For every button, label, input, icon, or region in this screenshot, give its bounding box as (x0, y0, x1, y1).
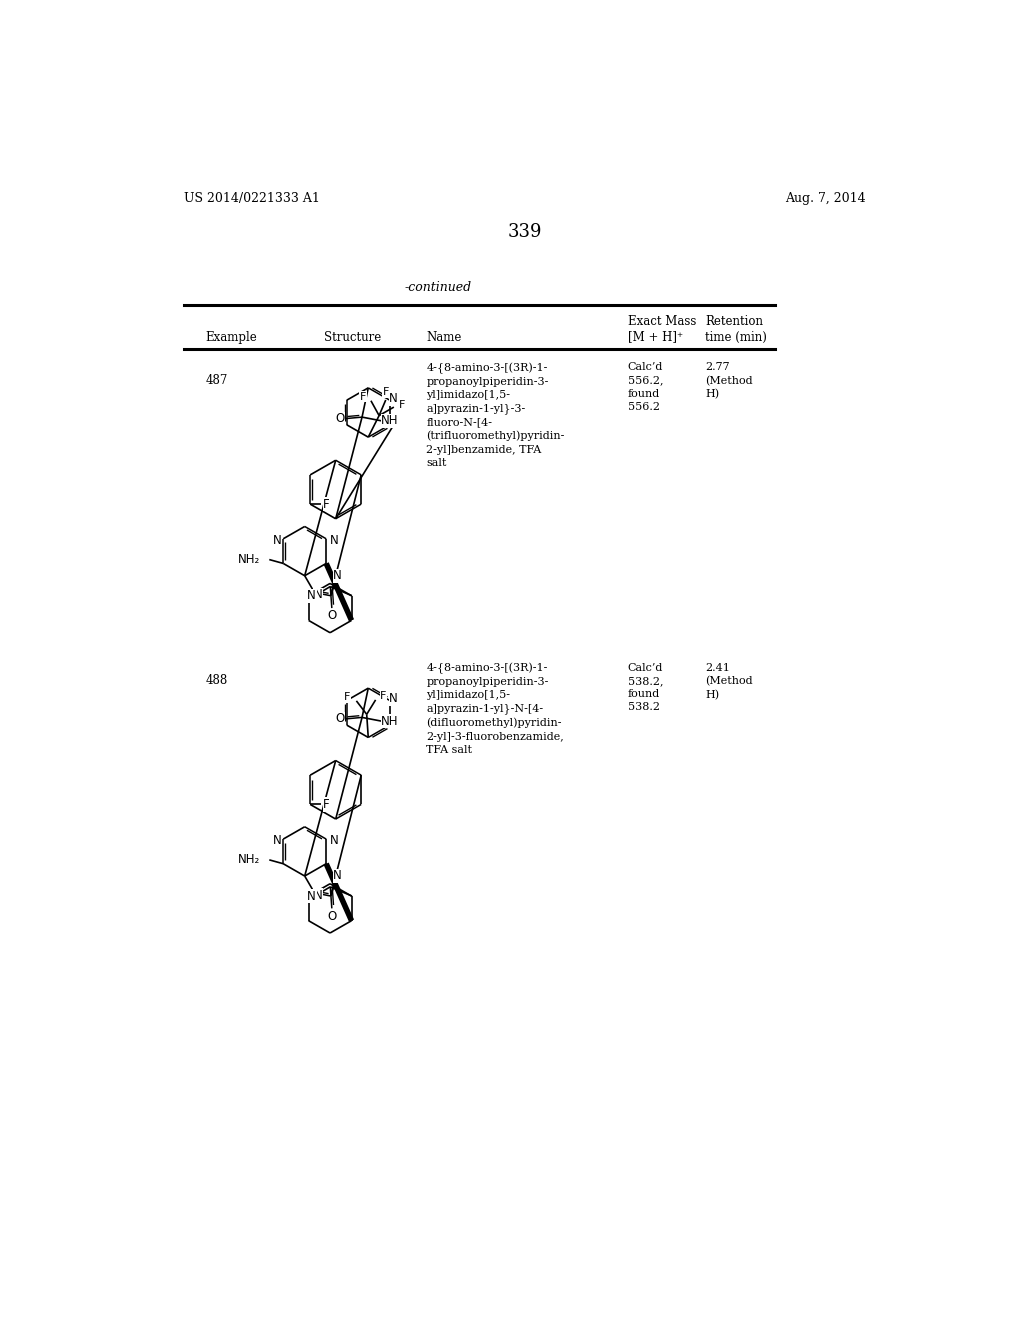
Text: F: F (398, 400, 404, 409)
Text: NH₂: NH₂ (238, 853, 260, 866)
Text: Calc’d
538.2,
found
538.2: Calc’d 538.2, found 538.2 (628, 663, 664, 713)
Text: N: N (333, 870, 342, 882)
Text: N: N (333, 569, 342, 582)
Text: Structure: Structure (325, 330, 381, 343)
Text: N: N (314, 589, 323, 602)
Text: Example: Example (206, 330, 257, 343)
Text: US 2014/0221333 A1: US 2014/0221333 A1 (183, 191, 319, 205)
Text: NH₂: NH₂ (238, 553, 260, 566)
Text: N: N (330, 834, 339, 847)
Text: N: N (389, 693, 398, 705)
Text: F: F (383, 387, 389, 397)
Text: N: N (330, 533, 339, 546)
Text: N: N (389, 392, 398, 405)
Text: F: F (380, 692, 386, 701)
Text: Retention: Retention (706, 315, 763, 329)
Text: NH: NH (381, 714, 398, 727)
Text: Name: Name (426, 330, 462, 343)
Text: 339: 339 (508, 223, 542, 240)
Text: N: N (314, 888, 323, 902)
Text: F: F (360, 392, 367, 401)
Text: 4-{8-amino-3-[(3R)-1-
propanoylpiperidin-3-
yl]imidazo[1,5-
a]pyrazin-1-yl}-3-
f: 4-{8-amino-3-[(3R)-1- propanoylpiperidin… (426, 363, 565, 467)
Text: N: N (272, 834, 282, 847)
Text: F: F (344, 692, 350, 702)
Text: 487: 487 (206, 374, 228, 387)
Text: O: O (335, 412, 344, 425)
Text: Aug. 7, 2014: Aug. 7, 2014 (785, 191, 866, 205)
Text: O: O (328, 909, 337, 923)
Text: 488: 488 (206, 675, 227, 688)
Text: O: O (328, 610, 337, 622)
Text: 4-{8-amino-3-[(3R)-1-
propanoylpiperidin-3-
yl]imidazo[1,5-
a]pyrazin-1-yl}-N-[4: 4-{8-amino-3-[(3R)-1- propanoylpiperidin… (426, 663, 564, 755)
Text: F: F (324, 498, 330, 511)
Text: N: N (307, 890, 316, 903)
Text: F: F (324, 797, 330, 810)
Text: time (min): time (min) (706, 330, 767, 343)
Text: [M + H]⁺: [M + H]⁺ (628, 330, 683, 343)
Text: Calc’d
556.2,
found
556.2: Calc’d 556.2, found 556.2 (628, 363, 664, 412)
Text: -continued: -continued (404, 281, 472, 294)
Text: Exact Mass: Exact Mass (628, 315, 696, 329)
Text: 2.41
(Method
H): 2.41 (Method H) (706, 663, 753, 700)
Text: N: N (272, 533, 282, 546)
Text: 2.77
(Method
H): 2.77 (Method H) (706, 363, 753, 400)
Text: O: O (335, 713, 344, 726)
Text: NH: NH (381, 414, 398, 428)
Text: N: N (307, 589, 316, 602)
